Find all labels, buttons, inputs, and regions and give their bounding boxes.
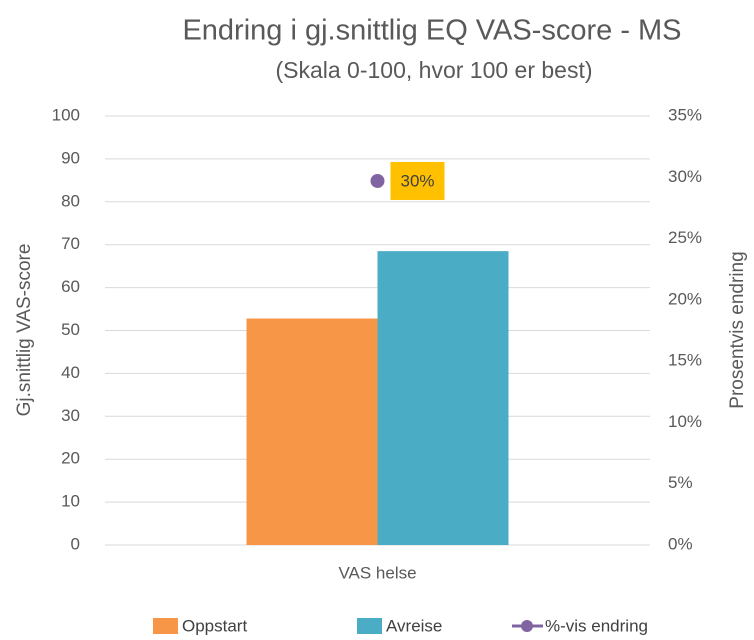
y2-axis-label: Prosentvis endring <box>727 251 748 408</box>
legend-label: Avreise <box>386 616 442 635</box>
y-tick-label: 90 <box>61 148 80 167</box>
y2-tick-label: 35% <box>668 105 702 124</box>
y-axis-label: Gj.snittlig VAS-score <box>14 244 35 417</box>
y-tick-label: 10 <box>61 492 80 511</box>
y-tick-label: 0 <box>71 534 80 553</box>
y-tick-label: 60 <box>61 277 80 296</box>
y2-tick-label: 20% <box>668 289 702 308</box>
y-tick-label: 70 <box>61 234 80 253</box>
legend-label: Oppstart <box>182 616 247 635</box>
bar <box>246 318 378 545</box>
legend-label: %-vis endring <box>545 616 648 635</box>
y2-tick-label: 10% <box>668 412 702 431</box>
y2-tick-label: 5% <box>668 473 693 492</box>
y2-tick-label: 0% <box>668 534 693 553</box>
legend-swatch <box>153 618 178 634</box>
y2-tick-label: 15% <box>668 351 702 370</box>
chart-subtitle: (Skala 0-100, hvor 100 er best) <box>275 57 592 83</box>
y-tick-label: 80 <box>61 191 80 210</box>
y2-tick-label: 25% <box>668 228 702 247</box>
bar <box>377 251 509 545</box>
legend-swatch <box>357 618 382 634</box>
data-label: 30% <box>400 171 434 190</box>
y2-tick-label: 30% <box>668 167 702 186</box>
x-tick-label: VAS helse <box>338 563 416 582</box>
y-tick-label: 50 <box>61 320 80 339</box>
legend-marker <box>521 620 533 632</box>
point <box>370 173 385 188</box>
data-label-box <box>390 161 445 200</box>
y-tick-label: 20 <box>61 449 80 468</box>
y-tick-label: 100 <box>52 105 80 124</box>
y-tick-label: 30 <box>61 406 80 425</box>
chart-title: Endring i gj.snittlig EQ VAS-score - MS <box>182 15 681 47</box>
y-tick-label: 40 <box>61 363 80 382</box>
